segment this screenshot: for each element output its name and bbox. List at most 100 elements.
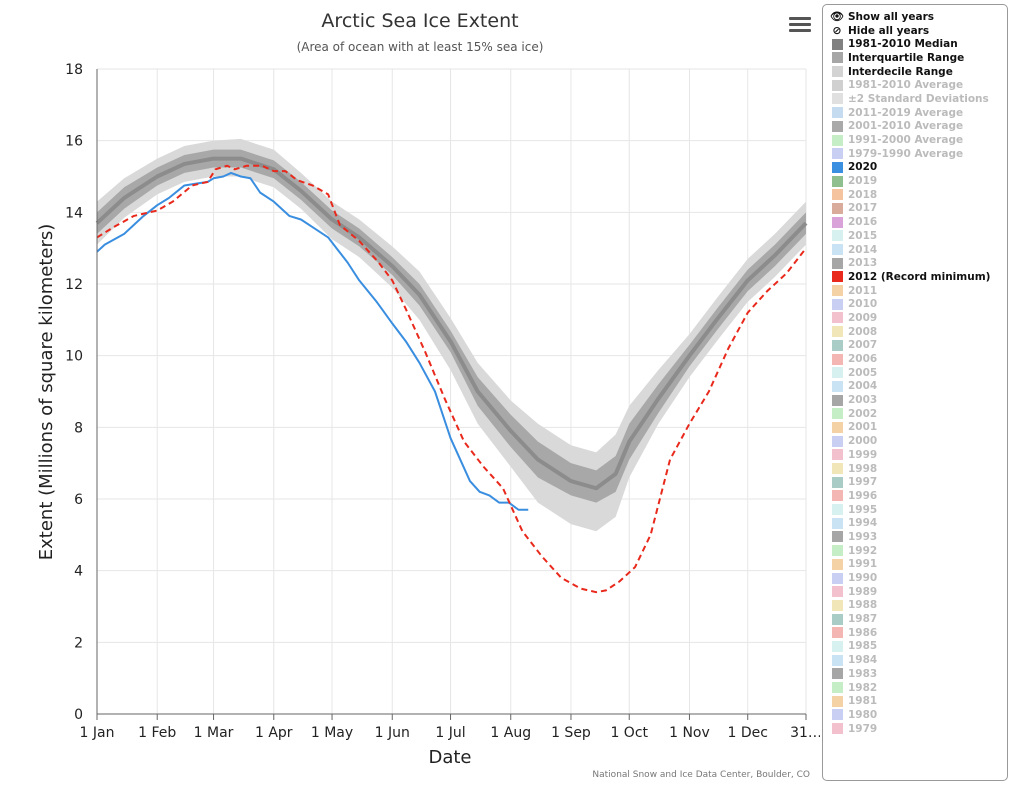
legend-swatch [832,367,843,379]
legend-item[interactable]: 2011-2019 Average [830,106,1007,120]
legend-item[interactable]: 1991-2000 Average [830,133,1007,147]
legend-swatch [832,298,843,310]
x-tick-label: 1 Nov [669,725,710,741]
legend-item[interactable]: ±2 Standard Deviations [830,92,1007,106]
legend-item-label: 2019 [848,175,878,188]
legend-item[interactable]: 1982 [830,681,1007,695]
legend-swatch [832,586,843,598]
legend-item-label: 1990 [848,572,878,585]
legend-swatch [832,120,843,132]
legend-item[interactable]: 2020 [830,161,1007,175]
legend-swatch [832,490,843,502]
legend-item-label: 1993 [848,530,878,543]
legend-item-label: 1996 [848,489,878,502]
legend-item[interactable]: 1981-2010 Average [830,78,1007,92]
legend-swatch [832,517,843,529]
hamburger-menu-icon[interactable] [789,15,811,35]
legend-item[interactable]: 1996 [830,489,1007,503]
legend-item[interactable]: 2011 [830,284,1007,298]
y-tick-label: 8 [74,420,83,436]
legend-item[interactable]: 2010 [830,297,1007,311]
legend-item[interactable]: 2005 [830,366,1007,380]
legend-item-label: 1994 [848,517,878,530]
legend-item-label: 2018 [848,188,878,201]
legend-item-label: 2010 [848,298,878,311]
legend-item[interactable]: 2013 [830,256,1007,270]
hide-all-years-button[interactable]: ⊘ Hide all years [830,24,1007,38]
legend-item[interactable]: 2016 [830,215,1007,229]
legend-item[interactable]: 1987 [830,612,1007,626]
legend-item[interactable]: 2006 [830,352,1007,366]
series-2012-line [96,164,807,594]
legend-item-label: 1995 [848,503,878,516]
legend-item[interactable]: 2004 [830,380,1007,394]
legend-item[interactable]: 1983 [830,667,1007,681]
legend-item[interactable]: 1988 [830,599,1007,613]
legend-item[interactable]: 2000 [830,434,1007,448]
legend-item[interactable]: 2003 [830,393,1007,407]
legend-swatch [832,257,843,269]
legend-item[interactable]: 1980 [830,708,1007,722]
legend-item-label: 1983 [848,667,878,680]
legend-item[interactable]: 1990 [830,571,1007,585]
legend-item-label: 2015 [848,229,878,242]
legend-item-label: 1989 [848,585,878,598]
legend-item[interactable]: Interdecile Range [830,65,1007,79]
legend-item[interactable]: 2015 [830,229,1007,243]
y-tick-label: 6 [74,492,83,508]
legend-swatch [832,723,843,735]
legend-item-label: 2000 [848,435,878,448]
legend-item-label: 2002 [848,407,878,420]
legend-item[interactable]: 1995 [830,503,1007,517]
legend-item[interactable]: 2012 (Record minimum) [830,270,1007,284]
legend-item[interactable]: 2018 [830,188,1007,202]
legend-item-label: 2017 [848,202,878,215]
legend-item[interactable]: 1998 [830,462,1007,476]
legend-swatch [832,52,843,64]
legend-item[interactable]: 2009 [830,311,1007,325]
legend-item[interactable]: 1997 [830,475,1007,489]
legend-item[interactable]: 1986 [830,626,1007,640]
legend-item[interactable]: 1979-1990 Average [830,147,1007,161]
legend-item[interactable]: 2001 [830,421,1007,435]
legend-item[interactable]: 1992 [830,544,1007,558]
legend-item[interactable]: 1979 [830,722,1007,736]
legend-swatch [832,476,843,488]
chart-subtitle: (Area of ocean with at least 15% sea ice… [297,40,544,54]
legend-item[interactable]: Interquartile Range [830,51,1007,65]
legend-item[interactable]: 1981 [830,694,1007,708]
legend-item-label: 1987 [848,613,878,626]
legend-swatch [832,695,843,707]
legend-item-label: Interdecile Range [848,65,953,78]
legend-item[interactable]: 1999 [830,448,1007,462]
legend-item-label: Interquartile Range [848,51,965,64]
legend-item[interactable]: 2014 [830,243,1007,257]
legend-item[interactable]: 2007 [830,339,1007,353]
legend-item[interactable]: 1984 [830,653,1007,667]
legend-item[interactable]: 1994 [830,516,1007,530]
legend-item[interactable]: 2019 [830,174,1007,188]
legend-item[interactable]: 1981-2010 Median [830,37,1007,51]
bands [97,138,806,532]
legend: 👁 Show all years ⊘ Hide all years 1981-2… [822,4,1008,781]
legend-item-label: 2001-2010 Average [848,120,964,133]
legend-swatch [832,79,843,91]
legend-swatch [832,394,843,406]
legend-item[interactable]: 1993 [830,530,1007,544]
legend-item[interactable]: 2017 [830,202,1007,216]
legend-item[interactable]: 1991 [830,558,1007,572]
x-tick-label: 1 Mar [194,725,234,741]
legend-item[interactable]: 1989 [830,585,1007,599]
legend-item-label: 2011 [848,284,878,297]
legend-item[interactable]: 2002 [830,407,1007,421]
legend-item[interactable]: 1985 [830,640,1007,654]
legend-item[interactable]: 2001-2010 Average [830,120,1007,134]
x-tick-label: 31… [790,725,820,741]
legend-item-label: 1999 [848,448,878,461]
legend-item-label: 2008 [848,325,878,338]
legend-item[interactable]: 2008 [830,325,1007,339]
x-tick-label: 1 Feb [138,725,176,741]
show-all-years-button[interactable]: 👁 Show all years [830,10,1007,24]
legend-swatch [832,449,843,461]
axes: 0 2 4 6 8 10 12 14 16 18 1 Jan 1 Feb 1 Mar 1 Apr 1 May… [65,62,820,741]
